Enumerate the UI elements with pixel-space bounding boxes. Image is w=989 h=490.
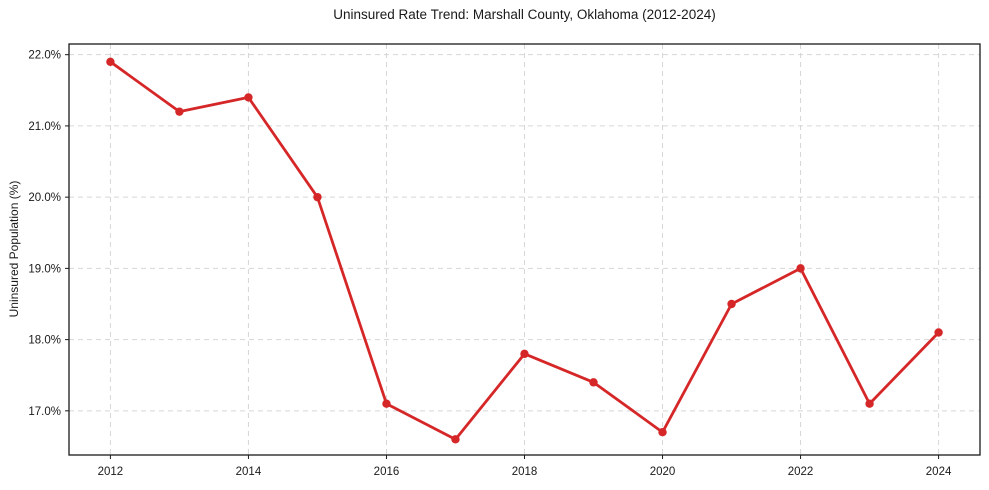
data-point xyxy=(451,435,460,444)
x-tick-label: 2022 xyxy=(788,466,814,478)
x-tick-label: 2018 xyxy=(512,466,538,478)
data-point xyxy=(865,399,874,408)
y-tick-label: 21.0% xyxy=(28,121,61,133)
data-point xyxy=(796,264,805,273)
y-tick-label: 18.0% xyxy=(28,335,61,347)
data-point xyxy=(382,399,391,408)
x-tick-label: 2020 xyxy=(650,466,676,478)
y-tick-label: 20.0% xyxy=(28,192,61,204)
y-tick-label: 19.0% xyxy=(28,263,61,275)
data-point xyxy=(244,93,253,102)
y-axis-label: Uninsured Population (%) xyxy=(7,180,21,318)
data-point xyxy=(520,349,529,359)
y-tick-label: 17.0% xyxy=(28,406,61,418)
data-point xyxy=(934,328,943,337)
data-point xyxy=(727,299,736,309)
y-tick-label: 22.0% xyxy=(28,50,61,62)
x-tick-label: 2014 xyxy=(236,466,262,478)
x-tick-label: 2016 xyxy=(374,466,400,478)
data-point xyxy=(106,57,115,67)
data-point xyxy=(658,428,667,437)
x-tick-label: 2024 xyxy=(926,466,952,478)
chart-title: Uninsured Rate Trend: Marshall County, O… xyxy=(333,7,716,22)
data-point xyxy=(589,378,598,387)
data-point xyxy=(313,192,322,202)
x-tick-label: 2012 xyxy=(98,466,124,478)
data-point xyxy=(175,107,184,116)
